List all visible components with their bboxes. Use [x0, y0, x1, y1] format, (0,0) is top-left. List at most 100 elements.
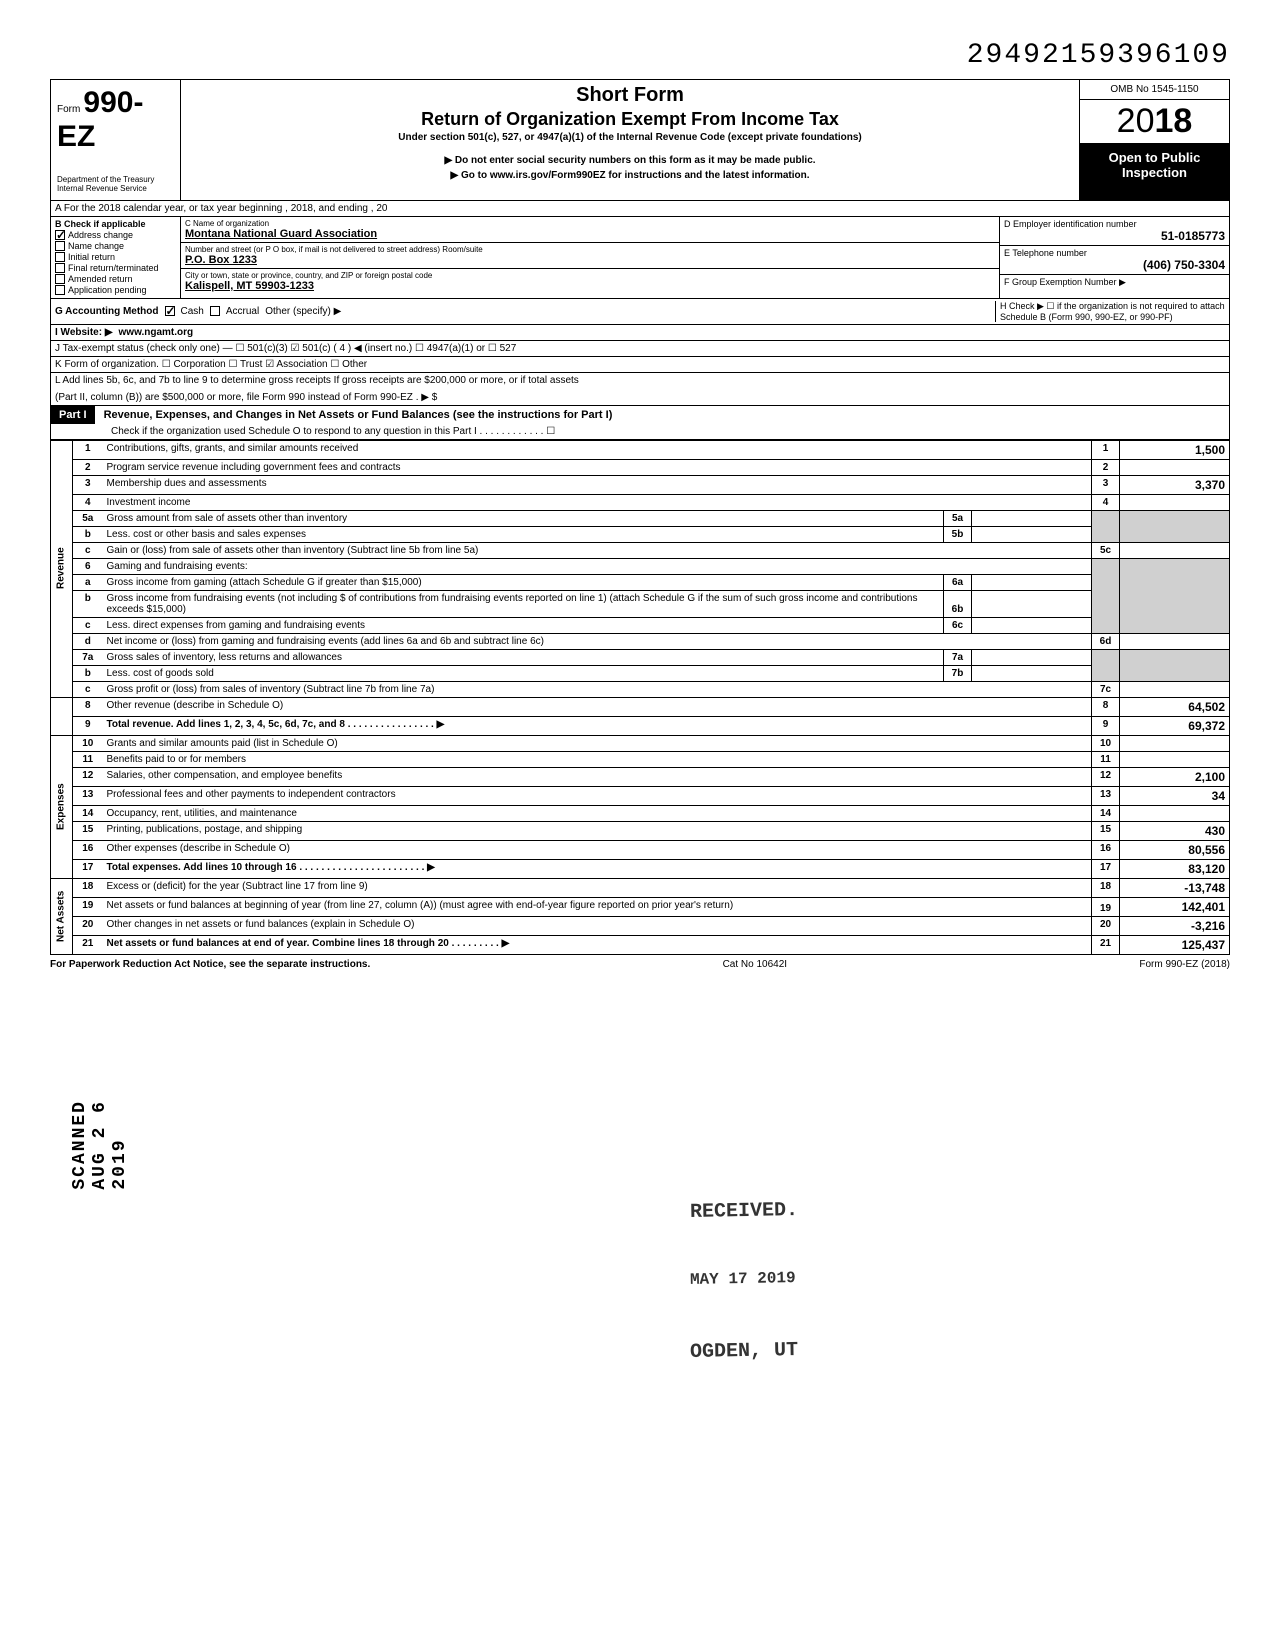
- table-row: 6 Gaming and fundraising events:: [51, 558, 1230, 574]
- phone-row: E Telephone number (406) 750-3304: [1000, 246, 1229, 275]
- mini-num: 6b: [944, 590, 972, 617]
- page-footer: For Paperwork Reduction Act Notice, see …: [50, 959, 1230, 970]
- mini-num: 7b: [944, 665, 972, 681]
- table-row: 13 Professional fees and other payments …: [51, 786, 1230, 805]
- line-amount: 142,401: [1120, 897, 1230, 916]
- mini-num: 5b: [944, 526, 972, 542]
- part1-title: Revenue, Expenses, and Changes in Net As…: [98, 406, 619, 424]
- city-row: City or town, state or province, country…: [181, 269, 999, 294]
- line-a: A For the 2018 calendar year, or tax yea…: [50, 201, 1230, 217]
- phone-value: (406) 750-3304: [1004, 258, 1225, 272]
- line-desc: Gross sales of inventory, less returns a…: [103, 649, 944, 665]
- line-rnum: 19: [1092, 897, 1120, 916]
- g-cash: Cash: [181, 306, 204, 317]
- line-num: 14: [73, 805, 103, 821]
- line-desc: Less. cost or other basis and sales expe…: [103, 526, 944, 542]
- shade-cell: [1092, 510, 1120, 542]
- line-amount: [1120, 751, 1230, 767]
- table-row: 17 Total expenses. Add lines 10 through …: [51, 859, 1230, 878]
- line-g: G Accounting Method Cash Accrual Other (…: [50, 299, 1230, 325]
- line-desc: Net assets or fund balances at end of ye…: [103, 935, 1092, 954]
- address-value: P.O. Box 1233: [185, 254, 995, 266]
- table-row: b Gross income from fundraising events (…: [51, 590, 1230, 617]
- line-rnum: 14: [1092, 805, 1120, 821]
- h-box: H Check ▶ ☐ if the organization is not r…: [995, 301, 1225, 322]
- line-rnum: 4: [1092, 494, 1120, 510]
- line-desc: Excess or (deficit) for the year (Subtra…: [103, 878, 1092, 897]
- form-prefix: Form: [57, 104, 80, 115]
- city-label: City or town, state or province, country…: [185, 271, 995, 280]
- line-desc: Gross income from fundraising events (no…: [103, 590, 944, 617]
- mini-num: 7a: [944, 649, 972, 665]
- org-name-row: C Name of organization Montana National …: [181, 217, 999, 243]
- tax-year: 2018: [1080, 100, 1229, 144]
- line-num: a: [73, 574, 103, 590]
- chk-application-pending[interactable]: Application pending: [55, 285, 176, 295]
- mini-num: 6a: [944, 574, 972, 590]
- line-num: 11: [73, 751, 103, 767]
- h-spacer: [995, 327, 1225, 338]
- line-num: 4: [73, 494, 103, 510]
- line-desc: Occupancy, rent, utilities, and maintena…: [103, 805, 1092, 821]
- line-rnum: 2: [1092, 459, 1120, 475]
- shade-cell: [1120, 558, 1230, 633]
- line-num: 12: [73, 767, 103, 786]
- chk-address-change[interactable]: Address change: [55, 230, 176, 240]
- line-num: b: [73, 590, 103, 617]
- table-row: Expenses 10 Grants and similar amounts p…: [51, 735, 1230, 751]
- shade-cell: [1092, 649, 1120, 681]
- chk-label: Application pending: [68, 285, 147, 295]
- line-amount: [1120, 542, 1230, 558]
- line-i: I Website: ▶ www.ngamt.org: [50, 325, 1230, 341]
- part1-sub: Check if the organization used Schedule …: [51, 424, 1229, 439]
- line-amount: 1,500: [1120, 440, 1230, 459]
- checkbox-icon[interactable]: [165, 306, 175, 316]
- chk-initial-return[interactable]: Initial return: [55, 252, 176, 262]
- side-revenue: Revenue: [51, 440, 73, 697]
- shade-cell: [1120, 649, 1230, 681]
- chk-name-change[interactable]: Name change: [55, 241, 176, 251]
- chk-final-return[interactable]: Final return/terminated: [55, 263, 176, 273]
- line-desc: Membership dues and assessments: [103, 475, 1092, 494]
- chk-label: Name change: [68, 241, 124, 251]
- info-grid: B Check if applicable Address change Nam…: [50, 217, 1230, 299]
- line-desc: Total revenue. Add lines 1, 2, 3, 4, 5c,…: [103, 716, 1092, 735]
- line-num: 9: [73, 716, 103, 735]
- shade-cell: [1120, 510, 1230, 542]
- table-row: 16 Other expenses (describe in Schedule …: [51, 840, 1230, 859]
- table-row: d Net income or (loss) from gaming and f…: [51, 633, 1230, 649]
- line-rnum: 10: [1092, 735, 1120, 751]
- table-row: 5a Gross amount from sale of assets othe…: [51, 510, 1230, 526]
- form-id-cell: Form 990-EZ Department of the Treasury I…: [51, 80, 181, 200]
- checkbox-icon: [55, 230, 65, 240]
- line-num: 5a: [73, 510, 103, 526]
- chk-label: Initial return: [68, 252, 115, 262]
- part1-table: Revenue 1 Contributions, gifts, grants, …: [50, 440, 1230, 955]
- checkbox-icon[interactable]: [210, 306, 220, 316]
- line-rnum: 13: [1092, 786, 1120, 805]
- mini-num: 6c: [944, 617, 972, 633]
- table-row: b Less. cost or other basis and sales ex…: [51, 526, 1230, 542]
- g-label: G Accounting Method: [55, 306, 159, 317]
- line-desc: Gross amount from sale of assets other t…: [103, 510, 944, 526]
- address-row: Number and street (or P O box, if mail i…: [181, 243, 999, 269]
- l-text-1: L Add lines 5b, 6c, and 7b to line 9 to …: [55, 375, 579, 386]
- line-rnum: 20: [1092, 916, 1120, 935]
- chk-amended-return[interactable]: Amended return: [55, 274, 176, 284]
- footer-left: For Paperwork Reduction Act Notice, see …: [50, 959, 370, 970]
- table-row: b Less. cost of goods sold 7b: [51, 665, 1230, 681]
- line-num: 3: [73, 475, 103, 494]
- mini-val: [972, 510, 1092, 526]
- table-row: Net Assets 18 Excess or (deficit) for th…: [51, 878, 1230, 897]
- line-desc: Professional fees and other payments to …: [103, 786, 1092, 805]
- line-desc: Grants and similar amounts paid (list in…: [103, 735, 1092, 751]
- line-j: J Tax-exempt status (check only one) — ☐…: [50, 341, 1230, 357]
- line-amount: [1120, 459, 1230, 475]
- table-row: 4 Investment income 4: [51, 494, 1230, 510]
- line-desc: Salaries, other compensation, and employ…: [103, 767, 1092, 786]
- line-desc: Total expenses. Add lines 10 through 16 …: [103, 859, 1092, 878]
- title-cell: Short Form Return of Organization Exempt…: [181, 80, 1079, 200]
- line-desc: Printing, publications, postage, and shi…: [103, 821, 1092, 840]
- year-suffix: 18: [1155, 102, 1193, 140]
- line-amount: [1120, 805, 1230, 821]
